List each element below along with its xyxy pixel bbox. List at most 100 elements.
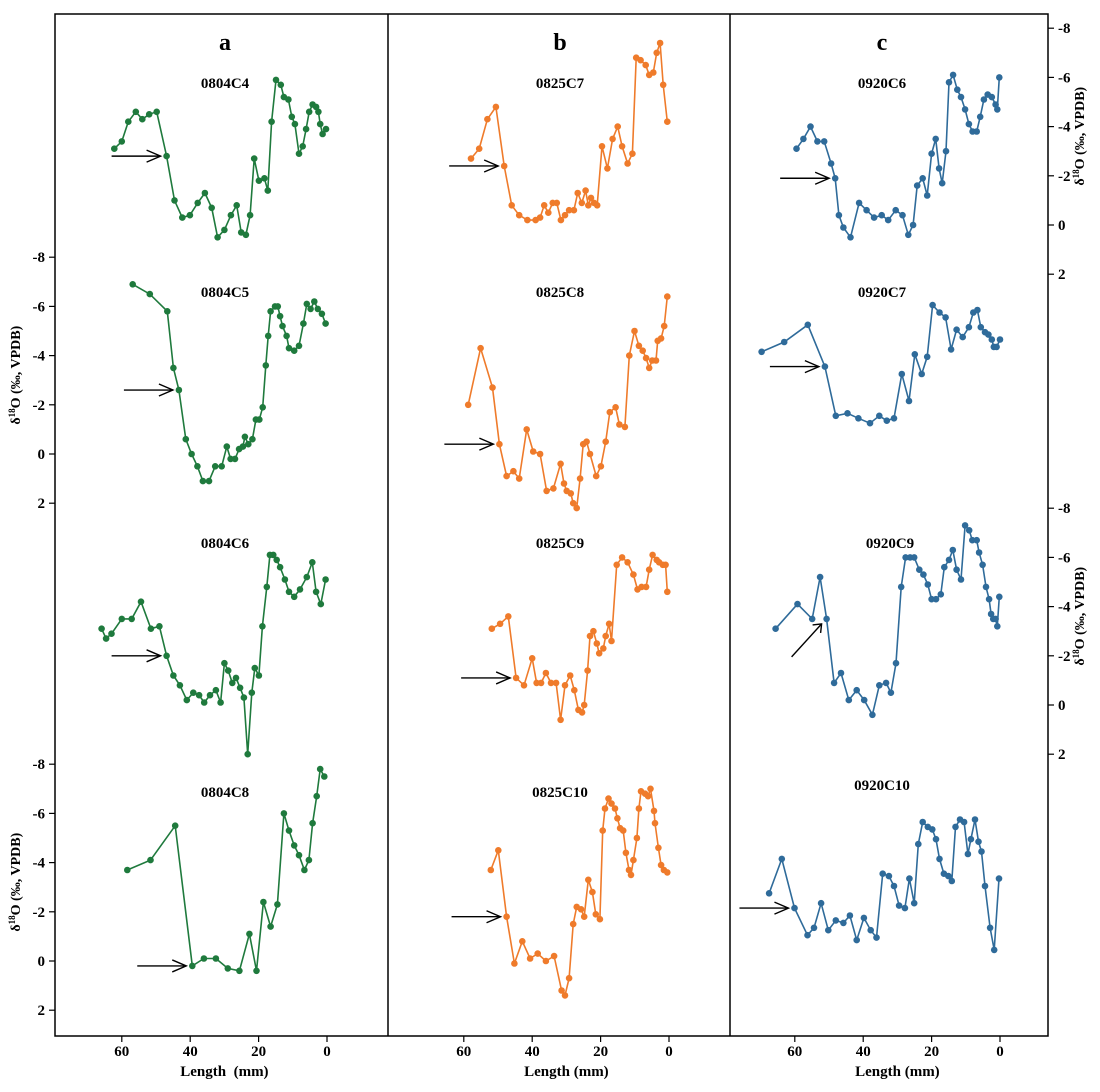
data-point [664,588,671,596]
data-point [250,155,258,162]
y-label-suffix: O (‰, VPDB) [1073,566,1088,649]
data-point [923,353,931,361]
data-point [280,810,288,817]
data-point [536,450,544,458]
data-point [936,855,943,863]
data-point [188,450,195,458]
data-point [820,138,828,145]
arrow-icon [780,171,831,185]
data-point [194,463,201,470]
series-title: 0804C5 [201,285,249,301]
data-point [279,322,286,330]
data-point [947,346,955,353]
data-point [561,682,569,689]
data-point [614,123,621,130]
y-tick-label: 0 [38,954,46,970]
data-point [303,300,311,308]
data-point [500,162,508,170]
data-point [994,623,1001,630]
series-title: 0920C6 [858,76,907,92]
data-point [866,419,874,427]
data-point [986,924,994,932]
data-point [98,625,105,632]
data-point [980,96,988,103]
y-label-sup: 18 [7,915,17,925]
data-point [938,179,946,187]
data-point [264,187,272,194]
data-point [118,615,126,623]
series-0804C8: 0804C8 [124,765,328,975]
data-point [937,591,945,598]
data-point [163,652,170,660]
data-point [503,472,510,480]
data-point [618,143,626,150]
data-point [526,955,534,962]
data-point [307,305,314,313]
data-point [996,593,1003,601]
data-point [309,559,316,566]
data-point [206,691,214,699]
data-point [171,197,178,204]
arrow-icon [444,437,496,451]
data-point [276,312,284,320]
data-point [949,546,957,554]
data-point [957,576,965,583]
data-point [267,923,274,930]
data-point [593,640,601,647]
data-point [642,583,650,591]
arrow-icon [451,910,503,924]
data-point [569,920,577,928]
data-point [979,561,986,569]
y-tick-label: 2 [38,1003,46,1019]
data-point [821,363,829,370]
data-point [622,849,630,857]
data-point [484,115,491,123]
data-point [644,792,652,800]
data-point [952,823,959,831]
series-0920C7: 0920C7 [758,285,1004,427]
data-point [645,364,653,372]
arrow-icon [123,383,175,397]
series-0825C10: 0825C10 [451,785,671,999]
data-point [627,871,635,879]
data-point [496,440,503,448]
data-point [945,872,952,880]
data-point [642,354,650,362]
x-tick-label: 40 [856,1044,871,1060]
data-point [909,221,917,229]
data-point [259,404,267,411]
data-point [236,684,244,692]
y-axis-label: δ18O (‰, VPDB) [7,325,24,424]
data-point [629,150,636,157]
data-point [633,834,641,842]
series-line [795,72,1001,240]
data-point [585,876,592,884]
data-point [477,344,484,352]
data-point [573,504,580,512]
data-point [624,559,631,566]
y-label-prefix: δ [9,924,24,931]
data-point [274,303,282,310]
data-point [147,856,154,864]
data-point [147,625,155,632]
data-point [277,81,285,89]
y-label-prefix: δ [1073,658,1088,665]
data-point [124,866,131,874]
data-point [489,384,496,391]
data-point [262,362,270,369]
data-point [901,904,909,912]
data-point [935,165,943,172]
data-point [520,682,528,689]
data-point [961,106,969,113]
data-point [241,433,249,441]
data-point [964,850,972,858]
x-tick-label: 0 [665,1044,673,1060]
data-point [510,467,517,475]
data-point [253,967,260,975]
data-point [605,620,613,628]
data-point [553,199,561,207]
data-point [662,561,669,569]
data-point [190,689,197,696]
y-tick-label: -6 [1058,550,1071,566]
data-point [915,840,922,848]
